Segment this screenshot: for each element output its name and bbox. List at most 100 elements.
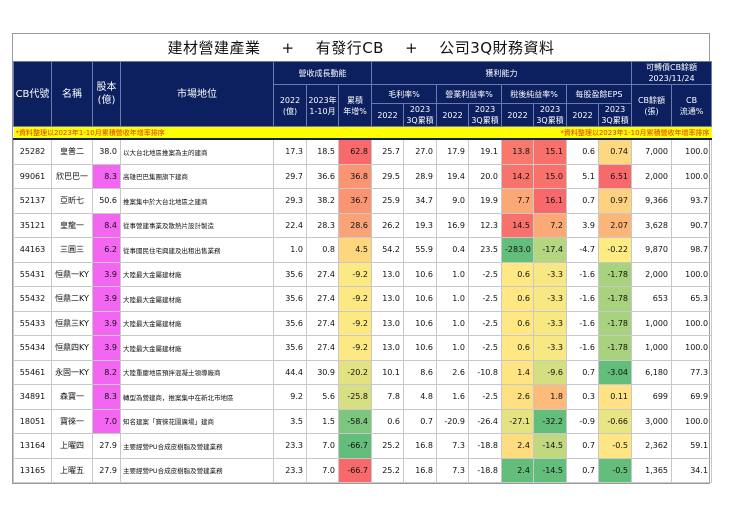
gross-margin-2022-cell: 13.0	[371, 310, 405, 336]
revenue-2023-cell: 7.0	[306, 457, 339, 483]
header-profit-group: 獲利能力	[371, 61, 633, 85]
net-margin-2022-cell: 0.6	[501, 261, 535, 287]
gross-margin-2022-cell: 25.9	[371, 188, 405, 214]
gross-margin-2022-cell: 13.0	[371, 335, 405, 361]
cb-code-cell: 35121	[13, 212, 52, 238]
revenue-2023-cell: 27.4	[306, 310, 339, 336]
market-position-cell: 大陸重慶地區預拌混凝土領導廠商	[120, 359, 274, 385]
capital-cell: 3.9	[92, 310, 121, 336]
eps-2022-cell: -4.7	[566, 237, 600, 263]
name-cell: 恒鼎二KY	[51, 286, 93, 312]
op-margin-2022-cell: 7.3	[436, 433, 470, 459]
cb-balance-cell: 7,000	[631, 138, 673, 165]
market-position-cell: 大陸最大金屬建材廠	[120, 335, 274, 361]
header-cb-code: CB代號	[13, 61, 52, 127]
revenue-2022-cell: 22.4	[273, 212, 307, 238]
header-market-position: 市場地位	[120, 61, 274, 127]
revenue-2022-cell: 3.5	[273, 408, 307, 434]
net-margin-2022-cell: -27.1	[501, 408, 535, 434]
cb-float-cell: 100.0	[671, 335, 713, 361]
net-margin-2023-cell: 15.0	[533, 163, 568, 189]
cb-balance-cell: 2,000	[631, 261, 673, 287]
revenue-growth-cell: -58.4	[337, 408, 373, 434]
header-name: 名稱	[51, 61, 93, 127]
revenue-growth-cell: -25.8	[337, 384, 373, 410]
market-position-cell: 從事國民住宅興建及出租出售業務	[120, 237, 274, 263]
revenue-growth-cell: 4.5	[337, 237, 373, 263]
revenue-2022-cell: 44.4	[273, 359, 307, 385]
market-position-cell: 主要經營PU合成皮樹脂及營建業務	[120, 457, 274, 483]
market-position-cell: 以大台北地區推案為主的建商	[120, 138, 274, 165]
eps-2022-cell: 0.7	[566, 359, 600, 385]
gross-margin-2023-cell: 55.9	[403, 237, 438, 263]
revenue-2022-cell: 29.3	[273, 188, 307, 214]
cb-balance-cell: 1,000	[631, 335, 673, 361]
eps-2023-cell: -1.78	[598, 335, 633, 361]
revenue-growth-cell: 36.7	[337, 188, 373, 214]
revenue-growth-cell: -9.2	[337, 286, 373, 312]
cb-code-cell: 55431	[13, 261, 52, 287]
revenue-growth-cell: -9.2	[337, 335, 373, 361]
cb-float-cell: 90.7	[671, 212, 713, 238]
header-cb-group: 可轉債CB餘額 2023/11/24	[631, 61, 713, 85]
revenue-2022-cell: 1.0	[273, 237, 307, 263]
net-margin-2023-cell: 16.1	[533, 188, 568, 214]
eps-2023-cell: -0.5	[598, 433, 633, 459]
gross-margin-2023-cell: 4.8	[403, 384, 438, 410]
market-position-cell: 高雄巴巴集團旗下建商	[120, 163, 274, 189]
title-part-financials: 公司3Q財務資料	[439, 39, 555, 57]
title-plus-1: +	[281, 38, 295, 57]
op-margin-2023-cell: 19.9	[468, 188, 503, 214]
eps-2023-cell: -1.78	[598, 286, 633, 312]
market-position-cell: 推案集中於大台北地區之建商	[120, 188, 274, 214]
capital-cell: 3.9	[92, 286, 121, 312]
eps-2023-cell: -0.66	[598, 408, 633, 434]
table-row: 34891 森寶一 8.3 轉型為營建商，推案集中在新北市地區 9.2 5.6 -25.8 7…	[13, 384, 713, 410]
revenue-2022-cell: 35.6	[273, 286, 307, 312]
table-row: 52137 亞昕七 50.6 推案集中於大台北地區之建商 29.3 38.2 36.7 25.…	[13, 188, 713, 214]
capital-cell: 8.2	[92, 359, 121, 385]
eps-2023-cell: -3.04	[598, 359, 633, 385]
header-capital: 股本 (億)	[92, 61, 121, 127]
gross-margin-2023-cell: 27.0	[403, 138, 438, 165]
header-eps-2023: 2023 3Q累積	[598, 103, 633, 127]
header-op-margin: 營業利益率%	[436, 84, 503, 104]
op-margin-2022-cell: 1.0	[436, 261, 470, 287]
gross-margin-2022-cell: 25.2	[371, 433, 405, 459]
table-body: 25282 皇普二 38.0 以大台北地區推案為主的建商 17.3 18.5 62.8 25.…	[13, 138, 713, 483]
table-row: 13165 上曜五 27.9 主要經營PU合成皮樹脂及營建業務 23.3 7.0 -66.7…	[13, 457, 713, 483]
eps-2022-cell: 0.3	[566, 384, 600, 410]
header-cb-balance: CB餘額 (張)	[631, 84, 673, 127]
page-title: 建材營建產業 + 有發行CB + 公司3Q財務資料	[13, 34, 709, 61]
table-row: 55431 恒鼎一KY 3.9 大陸最大金屬建材廠 35.6 27.4 -9.2 13.0 10…	[13, 261, 713, 287]
net-margin-2022-cell: 1.4	[501, 359, 535, 385]
revenue-growth-cell: 62.8	[337, 138, 373, 165]
revenue-2023-cell: 5.6	[306, 384, 339, 410]
header-rev-growth: 累積 年增%	[337, 84, 373, 127]
cb-balance-cell: 3,628	[631, 212, 673, 238]
market-position-cell: 從事營建事業及散熱片設計製造	[120, 212, 274, 238]
eps-2022-cell: -1.6	[566, 310, 600, 336]
op-margin-2022-cell: 0.4	[436, 237, 470, 263]
cb-code-cell: 55433	[13, 310, 52, 336]
report-sheet: 建材營建產業 + 有發行CB + 公司3Q財務資料 CB代號 名稱 股本 (億)…	[12, 33, 713, 484]
gross-margin-2023-cell: 8.6	[403, 359, 438, 385]
net-margin-2023-cell: -3.3	[533, 286, 568, 312]
cb-balance-cell: 1,365	[631, 457, 673, 483]
revenue-2023-cell: 27.4	[306, 261, 339, 287]
op-margin-2023-cell: 12.3	[468, 212, 503, 238]
revenue-2023-cell: 0.8	[306, 237, 339, 263]
cb-code-cell: 13164	[13, 433, 52, 459]
revenue-2022-cell: 23.3	[273, 433, 307, 459]
header-gm-2022: 2022	[371, 103, 405, 127]
header-om-2023: 2023 3Q累積	[468, 103, 503, 127]
gross-margin-2022-cell: 29.5	[371, 163, 405, 189]
capital-cell: 7.0	[92, 408, 121, 434]
sort-note-right: *資料整理以2023年1-10月累積營收年增率排序	[371, 126, 712, 140]
name-cell: 恒鼎四KY	[51, 335, 93, 361]
cb-financial-table: CB代號 名稱 股本 (億) 市場地位 營收成長動能 獲利能力 可轉債CB餘額 …	[13, 61, 713, 483]
revenue-2022-cell: 35.6	[273, 335, 307, 361]
capital-cell: 27.9	[92, 457, 121, 483]
revenue-growth-cell: 28.6	[337, 212, 373, 238]
header-rev-2023: 2023年 1-10月	[306, 84, 339, 127]
